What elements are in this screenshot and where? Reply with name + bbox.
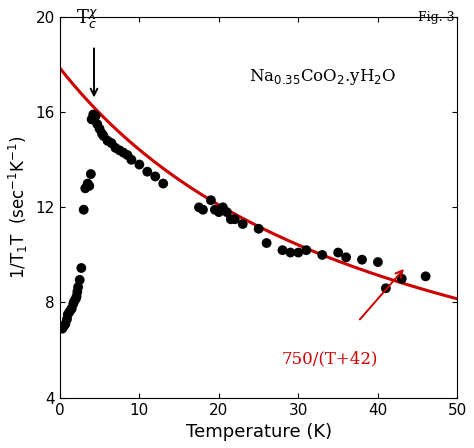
- Point: [93, 121, 101, 128]
- Point: [358, 256, 366, 263]
- Text: Na$_{0.35}$CoO$_2$.yH$_2$O: Na$_{0.35}$CoO$_2$.yH$_2$O: [248, 67, 396, 86]
- Point: [85, 182, 93, 190]
- Point: [195, 204, 203, 211]
- Point: [239, 220, 246, 228]
- Point: [72, 295, 80, 302]
- Point: [128, 156, 135, 164]
- Text: Fig. 3: Fig. 3: [419, 11, 455, 24]
- X-axis label: Temperature (K): Temperature (K): [185, 423, 332, 441]
- Point: [84, 180, 91, 187]
- Point: [334, 249, 342, 256]
- Point: [302, 246, 310, 254]
- Point: [88, 116, 95, 123]
- Point: [295, 249, 302, 256]
- Point: [319, 251, 326, 258]
- Point: [87, 171, 95, 178]
- Point: [65, 308, 73, 315]
- Point: [215, 208, 223, 215]
- Point: [223, 208, 231, 215]
- Point: [263, 239, 270, 246]
- Y-axis label: 1/T$_1$T  (sec$^{-1}$K$^{-1}$): 1/T$_1$T (sec$^{-1}$K$^{-1}$): [7, 136, 30, 279]
- Point: [211, 206, 219, 213]
- Point: [73, 288, 81, 295]
- Point: [74, 284, 82, 291]
- Point: [287, 249, 294, 256]
- Point: [63, 315, 71, 323]
- Point: [67, 306, 75, 313]
- Point: [73, 293, 80, 300]
- Point: [116, 146, 123, 154]
- Point: [60, 323, 68, 330]
- Point: [199, 206, 207, 213]
- Point: [124, 151, 131, 159]
- Point: [227, 215, 235, 223]
- Point: [136, 161, 143, 168]
- Point: [231, 215, 238, 223]
- Point: [374, 258, 382, 266]
- Point: [219, 204, 227, 211]
- Point: [398, 275, 406, 282]
- Point: [58, 325, 66, 332]
- Point: [90, 111, 97, 118]
- Text: T$_c^{\chi}$: T$_c^{\chi}$: [76, 8, 98, 31]
- Point: [119, 149, 127, 156]
- Point: [70, 298, 78, 305]
- Point: [100, 133, 108, 140]
- Point: [64, 311, 72, 318]
- Text: 750/(T+42): 750/(T+42): [282, 350, 378, 367]
- Point: [78, 264, 85, 271]
- Point: [382, 284, 390, 292]
- Point: [112, 144, 119, 151]
- Point: [76, 276, 83, 284]
- Point: [422, 273, 429, 280]
- Point: [255, 225, 263, 233]
- Point: [82, 185, 89, 192]
- Point: [207, 197, 215, 204]
- Point: [62, 320, 69, 327]
- Point: [342, 254, 350, 261]
- Point: [80, 206, 88, 213]
- Point: [159, 180, 167, 187]
- Point: [104, 137, 111, 144]
- Point: [152, 173, 159, 180]
- Point: [96, 125, 103, 133]
- Point: [92, 112, 100, 119]
- Point: [108, 139, 115, 146]
- Point: [144, 168, 151, 175]
- Point: [279, 246, 286, 254]
- Point: [68, 305, 75, 312]
- Point: [70, 300, 77, 307]
- Point: [98, 130, 106, 137]
